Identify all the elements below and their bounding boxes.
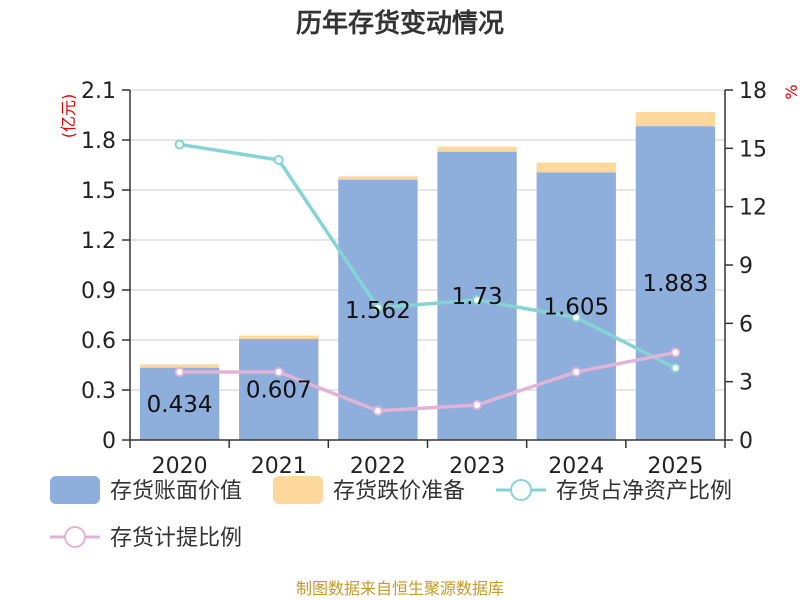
x-tick-label: 2023 bbox=[449, 454, 505, 479]
right-tick-label: 12 bbox=[739, 196, 767, 221]
grid bbox=[130, 89, 725, 441]
bar-value-label: 1.883 bbox=[642, 271, 708, 297]
right-tick-label: 6 bbox=[739, 312, 753, 337]
bar-value-label: 1.73 bbox=[451, 284, 502, 310]
left-tick-label: 2.1 bbox=[81, 79, 116, 104]
x-tick-label: 2025 bbox=[647, 454, 703, 479]
bar-value-label: 1.605 bbox=[543, 294, 609, 320]
point-net-asset-ratio bbox=[571, 312, 582, 323]
x-tick-label: 2021 bbox=[251, 454, 307, 479]
legend-marker bbox=[64, 526, 86, 548]
bar-value-label: 0.434 bbox=[147, 392, 213, 418]
bars bbox=[139, 112, 716, 441]
legend-label: 存货占净资产比例 bbox=[556, 479, 732, 504]
right-tick-label: 3 bbox=[739, 371, 753, 396]
point-provision-ratio bbox=[273, 366, 284, 377]
bar-value-labels: 0.434 0.607 1.562 1.73 1.605 1.883 bbox=[147, 271, 709, 418]
legend-label: 存货跌价准备 bbox=[333, 479, 465, 504]
bar-value-label: 1.562 bbox=[345, 298, 411, 324]
bar-impairment-reserve bbox=[536, 162, 616, 173]
right-tick-label: 9 bbox=[739, 254, 753, 279]
axes: 0 0.3 0.6 0.9 1.2 1.5 1.8 2.1 0 3 6 9 12 15 18 2020 2021… bbox=[81, 79, 767, 479]
x-tick-label: 2022 bbox=[350, 454, 406, 479]
bar-impairment-reserve bbox=[239, 335, 319, 339]
point-net-asset-ratio bbox=[372, 302, 383, 313]
legend-swatch bbox=[50, 476, 100, 504]
legend-swatch bbox=[273, 476, 323, 504]
line-net-asset-ratio bbox=[179, 142, 677, 370]
x-tick-label: 2024 bbox=[548, 454, 604, 479]
left-tick-label: 1.8 bbox=[81, 129, 116, 154]
left-tick-label: 0.6 bbox=[81, 329, 116, 354]
point-provision-ratio bbox=[472, 400, 483, 410]
bar-book-value bbox=[139, 367, 220, 440]
legend-label: 存货计提比例 bbox=[110, 526, 242, 551]
point-net-asset-ratio bbox=[174, 139, 185, 150]
legend-label: 存货账面价值 bbox=[110, 479, 242, 504]
line-provision-ratio bbox=[179, 350, 676, 413]
left-tick-label: 1.2 bbox=[81, 229, 116, 254]
bar-impairment-reserve bbox=[635, 112, 716, 127]
right-tick-label: 18 bbox=[739, 79, 767, 104]
point-provision-ratio bbox=[372, 405, 383, 416]
right-axis-unit: % bbox=[782, 84, 800, 99]
point-net-asset-ratio bbox=[273, 155, 284, 165]
x-tick-label: 2020 bbox=[152, 454, 208, 479]
bar-impairment-reserve bbox=[437, 146, 517, 152]
left-axis-unit: (亿元) bbox=[59, 94, 78, 139]
data-source: 制图数据来自恒生聚源数据库 bbox=[296, 579, 504, 598]
bar-impairment-reserve bbox=[139, 364, 220, 368]
bar-book-value bbox=[536, 172, 616, 440]
bar-value-label: 0.607 bbox=[246, 377, 312, 403]
bar-book-value bbox=[239, 338, 319, 440]
chart-title: 历年存货变动情况 bbox=[296, 8, 504, 39]
bar-impairment-reserve bbox=[338, 176, 418, 180]
left-tick-label: 0.3 bbox=[81, 379, 116, 404]
point-net-asset-ratio bbox=[472, 295, 483, 305]
lines bbox=[174, 139, 681, 416]
point-provision-ratio bbox=[174, 366, 185, 377]
left-tick-label: 0 bbox=[102, 429, 116, 454]
right-tick-label: 0 bbox=[739, 429, 753, 454]
right-tick-label: 15 bbox=[739, 137, 767, 162]
left-tick-label: 1.5 bbox=[81, 179, 116, 204]
point-net-asset-ratio bbox=[670, 363, 681, 374]
point-provision-ratio bbox=[670, 347, 681, 358]
point-provision-ratio bbox=[571, 366, 582, 377]
left-tick-label: 0.9 bbox=[81, 279, 116, 304]
legend-marker bbox=[510, 479, 532, 501]
bar-book-value bbox=[635, 126, 716, 441]
